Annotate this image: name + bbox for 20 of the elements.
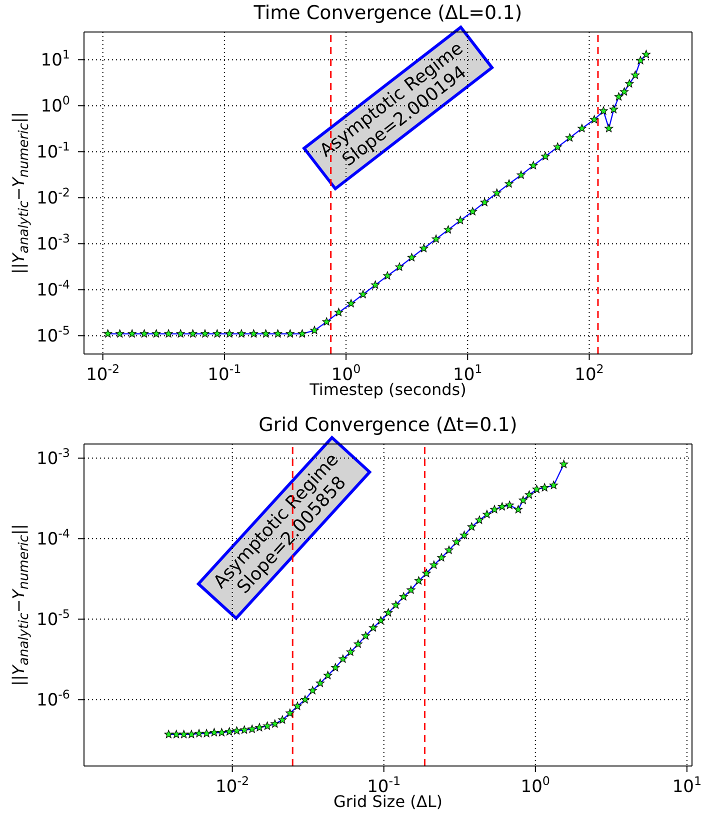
y-tick-label: 10$^{0}$: [40, 94, 70, 117]
y-tick-label: 10$^{1}$: [40, 48, 70, 71]
x-tick-label: 10$^{0}$: [520, 774, 550, 797]
chart-title: Time Convergence (ΔL=0.1): [252, 2, 524, 24]
y-tick-label: 10$^{-1}$: [36, 140, 70, 163]
y-tick-label: 10$^{-5}$: [36, 324, 70, 347]
y-tick-label: 10$^{-4}$: [36, 526, 70, 550]
x-tick-label: 10$^{-1}$: [208, 362, 242, 385]
y-tick-label: 10$^{-6}$: [36, 688, 70, 711]
y-tick-label: 10$^{-2}$: [36, 186, 70, 209]
y-tick-label: 10$^{-4}$: [36, 278, 70, 301]
x-axis-title: Grid Size (ΔL): [334, 792, 442, 811]
x-tick-label: 10$^{2}$: [574, 362, 604, 385]
y-tick-label: 10$^{-5}$: [36, 607, 70, 630]
x-tick-label: 10$^{-2}$: [216, 774, 250, 797]
chart-title: Grid Convergence (Δt=0.1): [258, 414, 518, 436]
x-tick-label: 10$^{-2}$: [86, 362, 120, 385]
y-tick-label: 10$^{-3}$: [36, 232, 70, 255]
y-tick-label: 10$^{-3}$: [36, 446, 70, 470]
x-tick-label: 10$^{1}$: [672, 774, 702, 797]
